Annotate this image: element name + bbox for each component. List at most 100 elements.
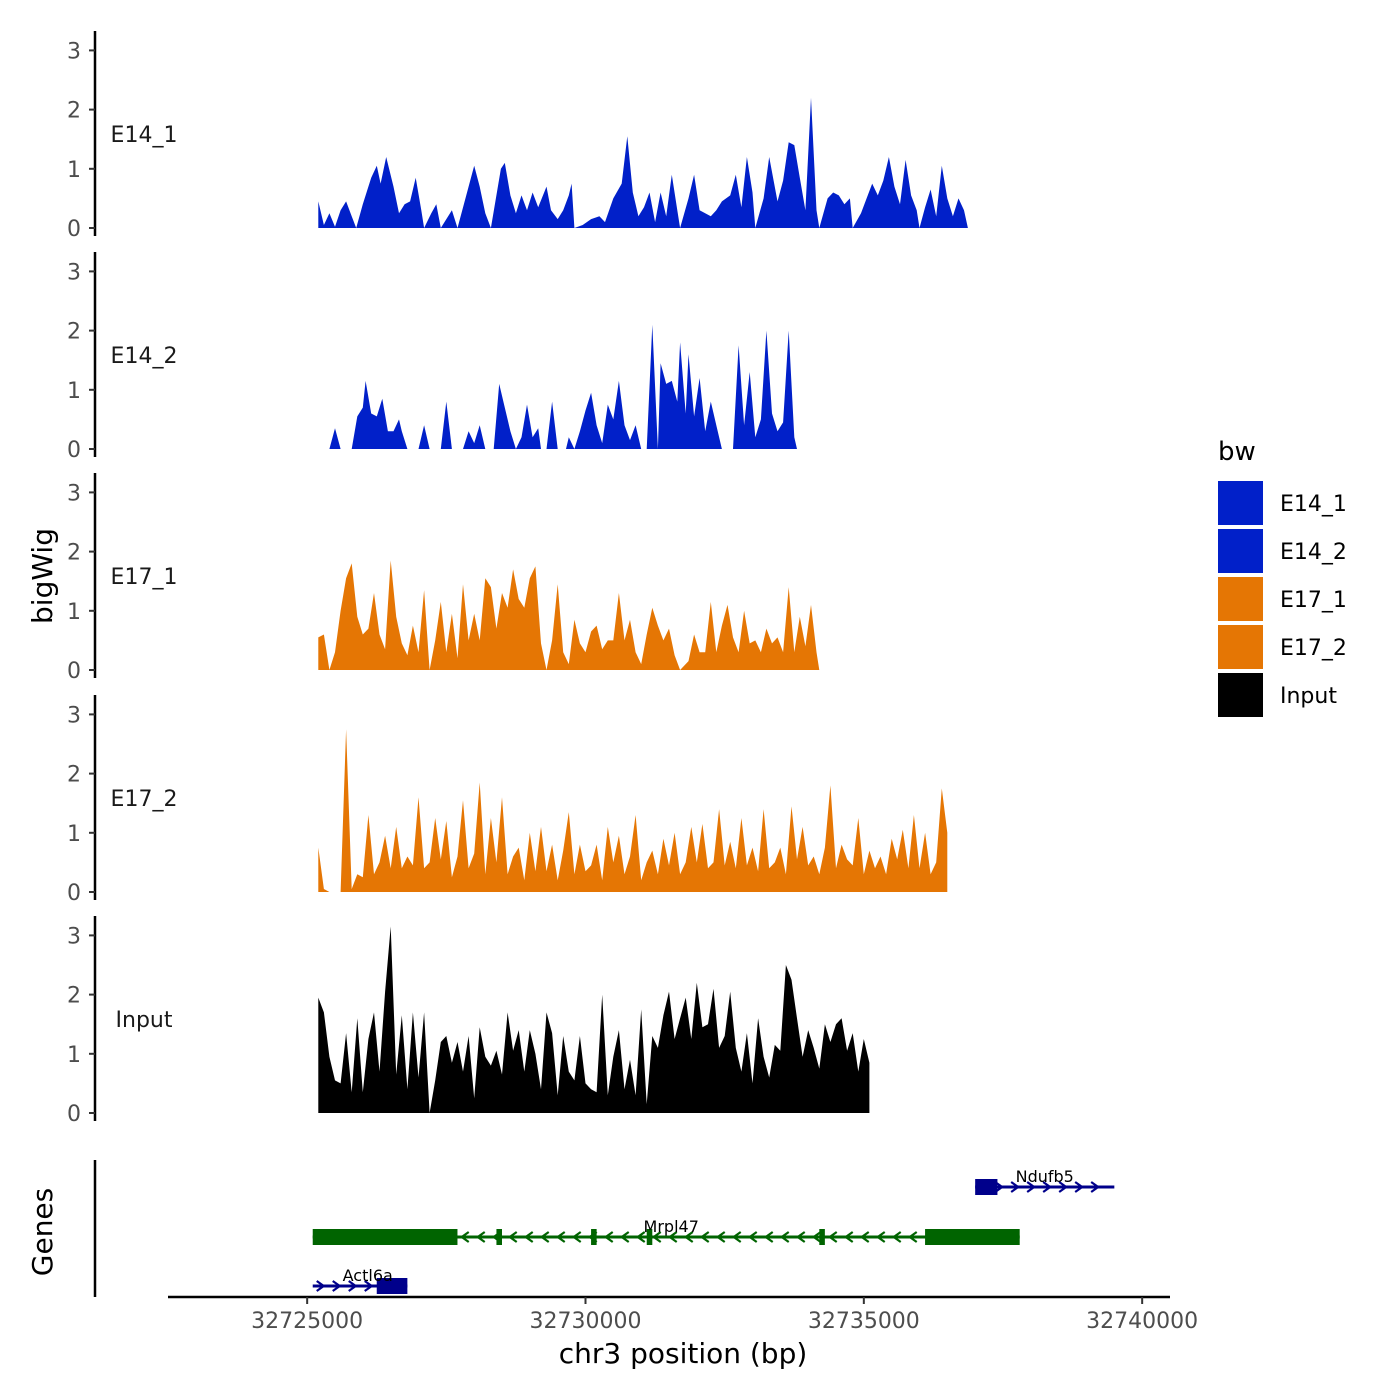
panel-label-E17_1: E17_1 — [111, 565, 178, 590]
x-axis: 32725000 32730000 32735000 32740000 — [168, 1295, 1198, 1334]
y-tick-label-E14_1-2: 2 — [67, 99, 81, 124]
track-area-E17_1 — [318, 560, 820, 670]
y-tick-label-E17_2-1: 1 — [67, 822, 81, 847]
gene-Mrpl47: Mrpl47 — [312, 1217, 1020, 1245]
track-area-E14_2 — [329, 324, 797, 449]
legend-label-E14_2: E14_2 — [1280, 540, 1347, 565]
y-tick-label-E17_2-2: 2 — [67, 763, 81, 788]
y-tick-label-E14_2-3: 3 — [67, 260, 81, 285]
strand-arrow — [539, 1231, 550, 1243]
y-axis-title: bigWig — [26, 528, 59, 624]
legend-item-E14_1: E14_1 — [1218, 481, 1347, 525]
strand-arrow — [667, 1231, 678, 1243]
gene-Actl6a: Actl6a — [312, 1266, 408, 1294]
exon-Mrpl47-3 — [591, 1229, 597, 1245]
legend-label-E17_2: E17_2 — [1280, 636, 1347, 661]
y-tick-label-E17_1-3: 3 — [67, 481, 81, 506]
strand-arrow — [1058, 1181, 1069, 1193]
gene-label-Mrpl47: Mrpl47 — [644, 1217, 699, 1236]
strand-arrow — [1010, 1181, 1021, 1193]
panel-label-E17_2: E17_2 — [111, 787, 178, 812]
legend-item-E14_2: E14_2 — [1218, 529, 1347, 573]
track-E14_1: 0 1 2 3 E14_1 — [67, 31, 968, 242]
strand-arrow — [332, 1280, 342, 1292]
exon-Mrpl47-2 — [496, 1229, 502, 1245]
strand-arrow — [827, 1231, 838, 1243]
strand-arrow — [316, 1280, 326, 1292]
strand-arrow — [907, 1231, 918, 1243]
x-tick-label-32740000: 32740000 — [1086, 1309, 1198, 1334]
y-tick-label-E14_1-3: 3 — [67, 39, 81, 64]
x-axis-title: chr3 position (bp) — [559, 1337, 808, 1370]
gene-label-Actl6a: Actl6a — [343, 1266, 393, 1285]
y-tick-label-E17_2-3: 3 — [67, 703, 81, 728]
y-tick-label-E17_2-0: 0 — [67, 881, 81, 906]
strand-arrow — [364, 1280, 374, 1292]
legend-item-E17_1: E17_1 — [1218, 577, 1347, 621]
y-tick-label-E14_2-1: 1 — [67, 379, 81, 404]
strand-arrow — [651, 1231, 662, 1243]
strand-arrow — [715, 1231, 726, 1243]
exon-Actl6a-1 — [376, 1278, 408, 1294]
legend-item-Input: Input — [1218, 673, 1337, 717]
strand-arrow — [1074, 1181, 1085, 1193]
track-area-Input — [318, 926, 870, 1113]
exon-Ndufb5-1 — [975, 1179, 998, 1195]
strand-arrow — [603, 1231, 614, 1243]
exon-Mrpl47-4 — [646, 1229, 653, 1245]
strand-arrow — [475, 1231, 486, 1243]
strand-arrow — [779, 1231, 790, 1243]
track-area-E14_1 — [318, 97, 968, 228]
x-tick-label-32730000: 32730000 — [530, 1309, 642, 1334]
gene-Ndufb5: Ndufb5 — [975, 1167, 1115, 1195]
strand-arrow — [1026, 1181, 1037, 1193]
gene-label-Ndufb5: Ndufb5 — [1016, 1167, 1074, 1186]
strand-arrow — [523, 1231, 534, 1243]
strand-arrow — [459, 1231, 470, 1243]
x-tick-label-32735000: 32735000 — [808, 1309, 920, 1334]
x-tick-label-32725000: 32725000 — [251, 1309, 363, 1334]
y-tick-label-E17_1-1: 1 — [67, 600, 81, 625]
strand-arrow — [507, 1231, 518, 1243]
y-tick-label-E14_1-0: 0 — [67, 217, 81, 242]
strand-arrow — [555, 1231, 566, 1243]
strand-arrow — [843, 1231, 854, 1243]
legend-label-E17_1: E17_1 — [1280, 588, 1347, 613]
legend: bw E14_1 E14_2 E17_1 E17_2 Input — [1218, 437, 1347, 717]
legend-items: E14_1 E14_2 E17_1 E17_2 Input — [1218, 481, 1347, 717]
track-Input: 0 1 2 3 Input — [67, 916, 870, 1127]
genes-layer: Ndufb5 Mrpl47 Actl6a — [93, 1160, 1115, 1297]
genes-axis-title: Genes — [26, 1188, 59, 1276]
legend-swatch-E17_1 — [1218, 577, 1263, 621]
legend-swatch-Input — [1218, 673, 1263, 717]
strand-arrow — [683, 1231, 694, 1243]
legend-swatch-E17_2 — [1218, 625, 1263, 669]
strand-arrow — [731, 1231, 742, 1243]
strand-arrow — [795, 1231, 806, 1243]
strand-arrow — [1042, 1181, 1053, 1193]
strand-arrow — [891, 1231, 902, 1243]
track-E17_1: 0 1 2 3 E17_1 — [67, 473, 820, 684]
track-E14_2: 0 1 2 3 E14_2 — [67, 252, 797, 463]
panel-label-Input: Input — [116, 1008, 173, 1033]
exon-Mrpl47-6 — [925, 1229, 1020, 1245]
strand-arrow — [348, 1280, 358, 1292]
legend-title: bw — [1218, 437, 1256, 467]
tracks-layer: 0 1 2 3 E14_1 0 1 2 3 E14_2 0 1 2 3 E17_1 0 1 2 3 E17_2 0 1 2 3… — [67, 31, 968, 1127]
y-tick-label-E14_2-2: 2 — [67, 320, 81, 345]
legend-item-E17_2: E17_2 — [1218, 625, 1347, 669]
y-tick-label-Input-3: 3 — [67, 924, 81, 949]
y-tick-label-Input-2: 2 — [67, 984, 81, 1009]
track-area-E17_2 — [318, 729, 948, 892]
panel-label-E14_1: E14_1 — [111, 123, 178, 148]
strand-arrow — [875, 1231, 886, 1243]
strand-arrow — [571, 1231, 582, 1243]
panel-label-E14_2: E14_2 — [111, 344, 178, 369]
y-tick-label-E14_2-0: 0 — [67, 438, 81, 463]
strand-arrow — [635, 1231, 646, 1243]
strand-arrow — [1090, 1181, 1101, 1193]
legend-label-E14_1: E14_1 — [1280, 492, 1347, 517]
y-tick-label-Input-0: 0 — [67, 1102, 81, 1127]
exon-Mrpl47-1 — [312, 1229, 458, 1245]
